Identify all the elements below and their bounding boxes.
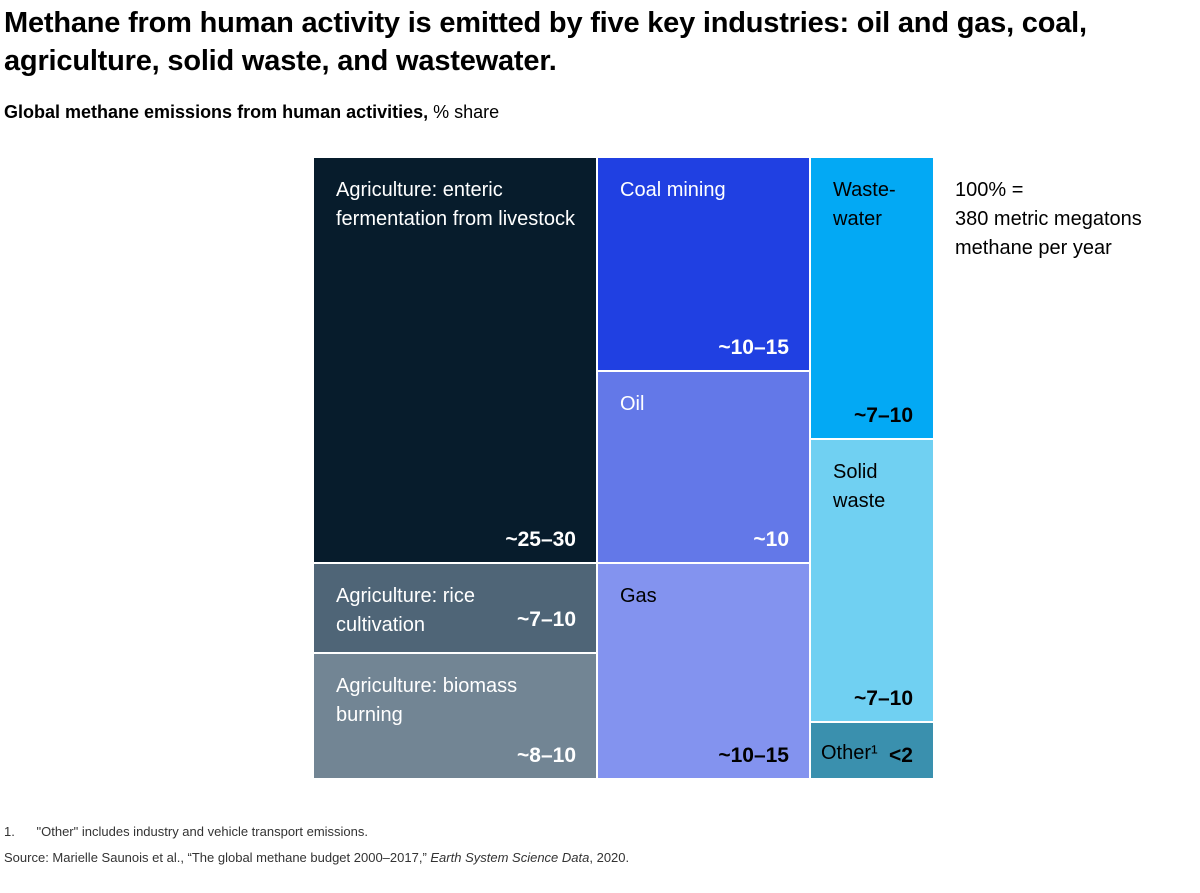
cell-label: Waste-water — [833, 179, 896, 230]
subtitle-unit: % share — [428, 102, 500, 122]
cell-label: Solid waste — [833, 461, 886, 512]
cell-value: ~10–15 — [718, 336, 789, 359]
treemap-cell: Solid waste ~7–10 — [810, 439, 934, 722]
cell-value: ~7–10 — [517, 608, 576, 631]
cell-label: Oil — [620, 393, 645, 415]
cell-value: ~25–30 — [505, 528, 576, 551]
cell-label: Coal mining — [620, 179, 726, 201]
treemap-cell: Coal mining ~10–15 — [597, 157, 810, 371]
treemap-cell: Other¹ <2 — [810, 722, 934, 779]
treemap-cell: Waste-water ~7–10 — [810, 157, 934, 439]
cell-value: ~7–10 — [854, 404, 913, 427]
cell-label: Agriculture: biomass burning — [336, 675, 518, 726]
cell-value: ~10–15 — [718, 744, 789, 767]
chart-title: Methane from human activity is emitted b… — [4, 7, 1087, 77]
cell-label: Agriculture: rice cultivation — [336, 585, 475, 636]
cell-value: <2 — [889, 744, 913, 767]
treemap-cell: Agriculture: biomass burning ~8–10 — [313, 653, 597, 779]
note-line: 100% = — [955, 179, 1024, 201]
treemap-cell: Gas ~10–15 — [597, 563, 810, 779]
cell-label: Agriculture: enteric fermentation from l… — [336, 179, 575, 230]
total-note: 100% = 380 metric megatons methane per yea… — [955, 176, 1142, 263]
note-line: 380 metric megatons — [955, 208, 1142, 230]
treemap-cell: Agriculture: rice cultivation ~7–10 — [313, 563, 597, 653]
cell-value: ~8–10 — [517, 744, 576, 767]
footnote: 1. "Other" includes industry and vehicle… — [4, 824, 369, 839]
source-journal: Earth System Science Data — [430, 850, 590, 865]
cell-label: Other¹ — [821, 742, 878, 764]
note-line: methane per year — [955, 237, 1112, 259]
source-year: , 2020. — [589, 850, 630, 865]
chart-subtitle: Global methane emissions from human acti… — [4, 102, 499, 123]
subtitle-bold: Global methane emissions from human acti… — [4, 102, 429, 122]
source: Source: Marielle Saunois et al., “The gl… — [4, 850, 629, 865]
cell-value: ~10 — [753, 528, 789, 551]
treemap-cell: Agriculture: enteric fermentation from l… — [313, 157, 597, 563]
treemap-cell: Oil ~10 — [597, 371, 810, 563]
source-text: Source: Marielle Saunois et al., “The gl… — [4, 850, 431, 865]
cell-value: ~7–10 — [854, 687, 913, 710]
cell-label: Gas — [620, 585, 657, 607]
